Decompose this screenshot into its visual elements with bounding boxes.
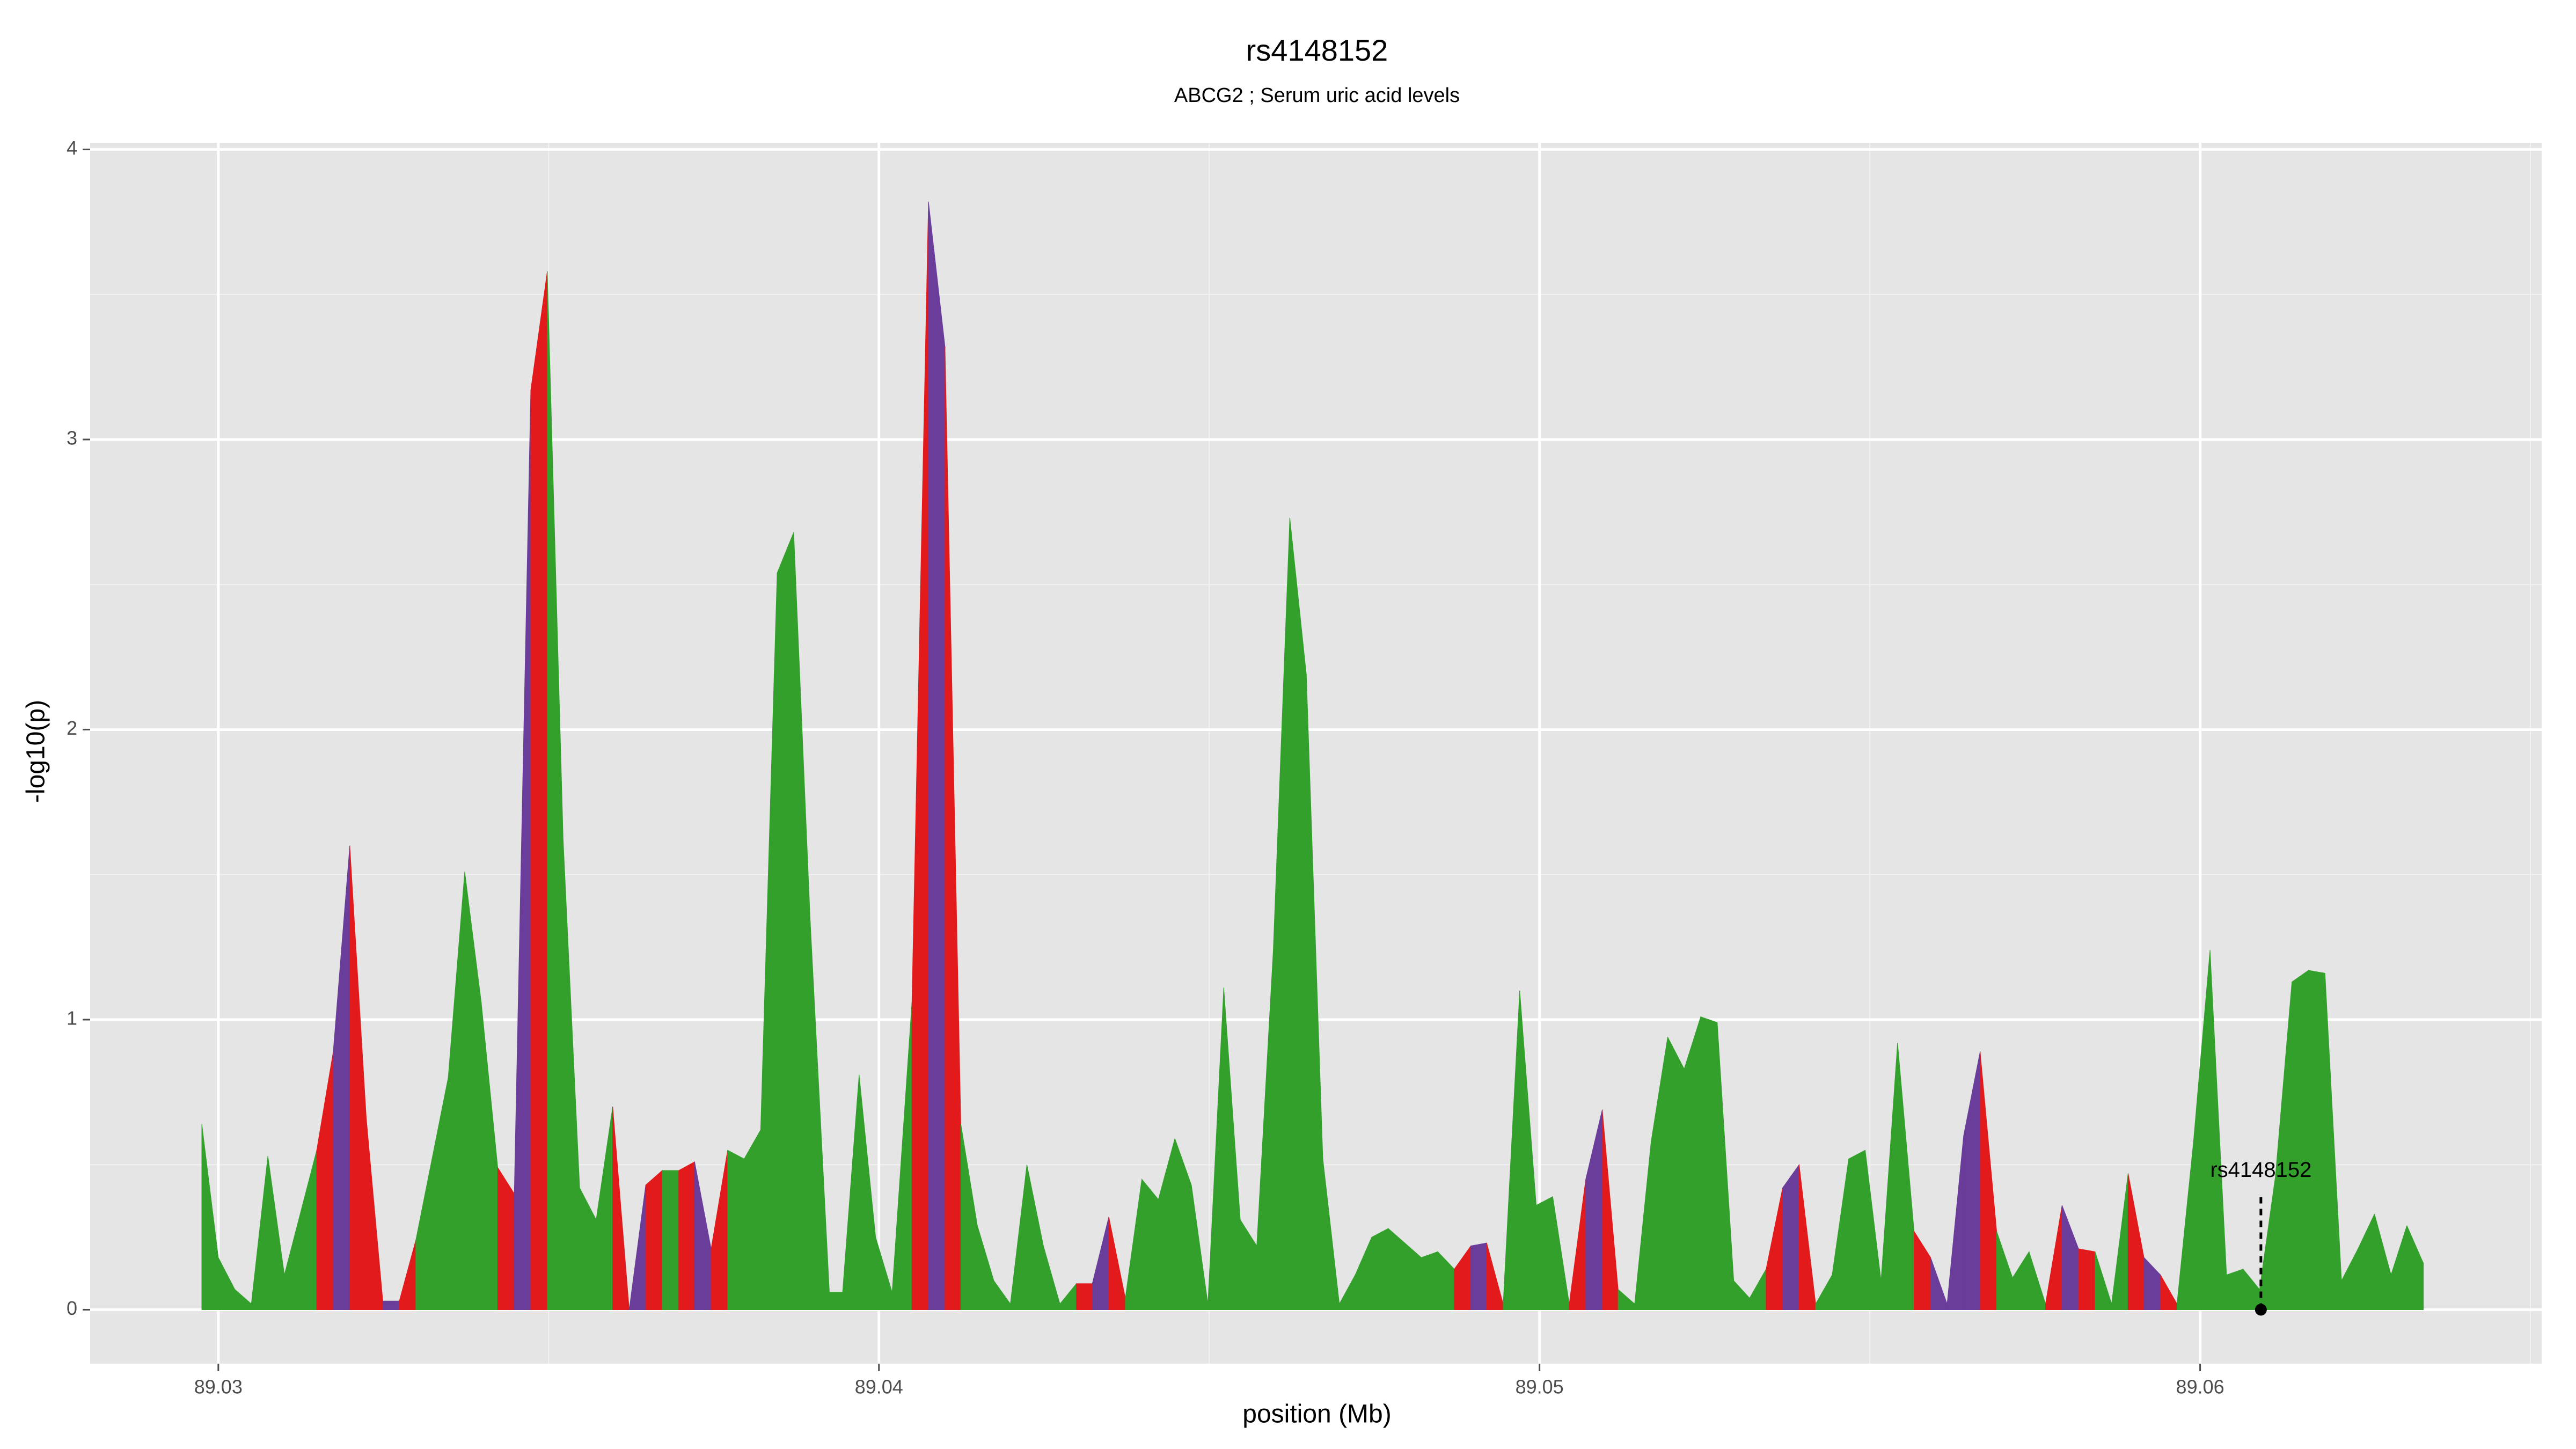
chart-subtitle: ABCG2 ; Serum uric acid levels bbox=[1174, 84, 1460, 107]
area-segment bbox=[1421, 1251, 1438, 1310]
area-segment bbox=[829, 1292, 843, 1310]
area-segment bbox=[1076, 1283, 1093, 1310]
area-segment bbox=[2406, 1225, 2424, 1310]
area-segment bbox=[612, 1107, 630, 1310]
x-axis-title: position (Mb) bbox=[1242, 1400, 1391, 1429]
y-tick-label: 0 bbox=[67, 1297, 77, 1319]
chart-title: rs4148152 bbox=[1246, 33, 1388, 67]
y-tick-label: 4 bbox=[67, 137, 77, 159]
area-segment bbox=[2226, 1269, 2244, 1310]
area-segment bbox=[777, 532, 794, 1310]
area-segment bbox=[1536, 1196, 1553, 1310]
annotation-point bbox=[2255, 1304, 2267, 1316]
area-segment bbox=[1684, 1016, 1701, 1310]
area-segment bbox=[1848, 1150, 1866, 1310]
x-tick-label: 89.04 bbox=[855, 1376, 903, 1398]
y-tick-label: 2 bbox=[67, 717, 77, 739]
area-segment bbox=[2292, 970, 2309, 1310]
area-segment bbox=[530, 271, 548, 1310]
area-segment bbox=[1388, 1228, 1406, 1310]
area-segment bbox=[2078, 1248, 2096, 1310]
x-tick-label: 89.05 bbox=[1516, 1376, 1564, 1398]
area-segment bbox=[1371, 1228, 1389, 1310]
y-tick-label: 3 bbox=[67, 427, 77, 449]
area-segment bbox=[678, 1161, 695, 1310]
y-axis-title: -log10(p) bbox=[22, 700, 50, 803]
area-segment bbox=[645, 1169, 663, 1310]
area-segment bbox=[2308, 970, 2325, 1310]
area-segment bbox=[928, 201, 946, 1310]
area-segment bbox=[744, 1129, 761, 1310]
area-segment bbox=[1782, 1163, 1799, 1310]
area-segment bbox=[1667, 1037, 1685, 1310]
area-segment bbox=[382, 1300, 400, 1310]
annotation-label: rs4148152 bbox=[2210, 1158, 2311, 1182]
area-segment bbox=[727, 1150, 745, 1310]
area-segment bbox=[662, 1170, 679, 1310]
area-segment bbox=[1470, 1242, 1487, 1310]
x-tick-label: 89.03 bbox=[194, 1376, 243, 1398]
area-segment bbox=[1700, 1016, 1718, 1310]
y-tick-label: 1 bbox=[67, 1007, 77, 1029]
area-segment bbox=[1141, 1178, 1159, 1310]
x-tick-label: 89.06 bbox=[2176, 1376, 2224, 1398]
